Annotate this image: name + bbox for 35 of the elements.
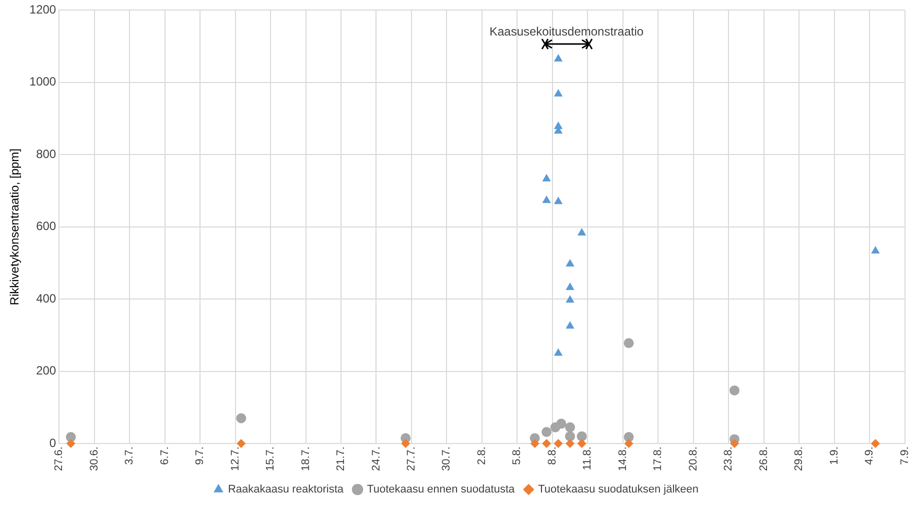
x-tick-label: 3.7. (124, 446, 136, 465)
x-tick-label: 26.8. (758, 446, 770, 472)
y-tick-label: 1200 (29, 2, 56, 17)
y-tick-label: 800 (36, 146, 56, 161)
x-tick-label: 8.8. (546, 446, 558, 465)
y-axis-title: Rikkivetykonsentraatio, [ppm] (8, 148, 22, 306)
x-tick-label: 12.7. (229, 446, 242, 472)
x-tick-label: 1.9. (828, 446, 840, 465)
x-tick-label: 30.7. (440, 446, 453, 472)
x-tick-label: 11.8. (582, 446, 594, 470)
x-tick-label: 7.9. (898, 446, 911, 465)
x-tick-label: 2.8. (476, 446, 488, 465)
y-tick-label: 200 (36, 364, 56, 378)
legend-label: Tuotekaasu suodatuksen jälkeen (538, 484, 699, 496)
x-tick-label: 29.8. (793, 446, 806, 472)
x-tick-label: 5.8. (511, 446, 524, 465)
x-tick-label: 6.7. (158, 446, 171, 465)
x-tick-label: 24.7. (370, 446, 382, 472)
x-tick-label: 9.7. (194, 446, 206, 465)
x-tick-label: 20.8. (687, 446, 700, 472)
y-tick-label: 400 (36, 291, 56, 306)
x-tick-label: 21.7. (335, 446, 348, 472)
x-tick-label: 14.8. (616, 446, 629, 472)
x-tick-label: 27.7. (406, 446, 418, 472)
y-tick-label: 600 (36, 219, 56, 234)
y-tick-label: 1000 (29, 74, 56, 89)
annotation: Kaasusekoitusdemonstraatio (489, 24, 644, 39)
x-tick-label: 23.8. (722, 446, 735, 472)
legend-label: Tuotekaasu ennen suodatusta (367, 484, 516, 496)
x-tick-label: 17.8. (652, 446, 664, 472)
x-tick-label: 15.7. (264, 446, 277, 472)
x-tick-label: 4.9. (864, 446, 876, 465)
x-tick-label: 18.7. (300, 446, 312, 472)
legend-label: Raakakaasu reaktorista (228, 484, 344, 496)
x-tick-label: 30.6. (88, 446, 100, 472)
